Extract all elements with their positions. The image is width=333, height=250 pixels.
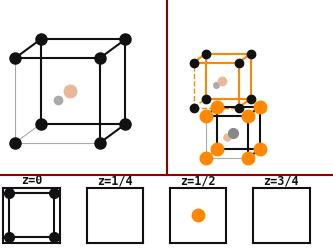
Title: z=0: z=0 bbox=[21, 174, 42, 188]
Title: z=1/4: z=1/4 bbox=[97, 174, 133, 188]
Title: z=1/2: z=1/2 bbox=[180, 174, 216, 188]
Title: z=3/4: z=3/4 bbox=[264, 174, 299, 188]
